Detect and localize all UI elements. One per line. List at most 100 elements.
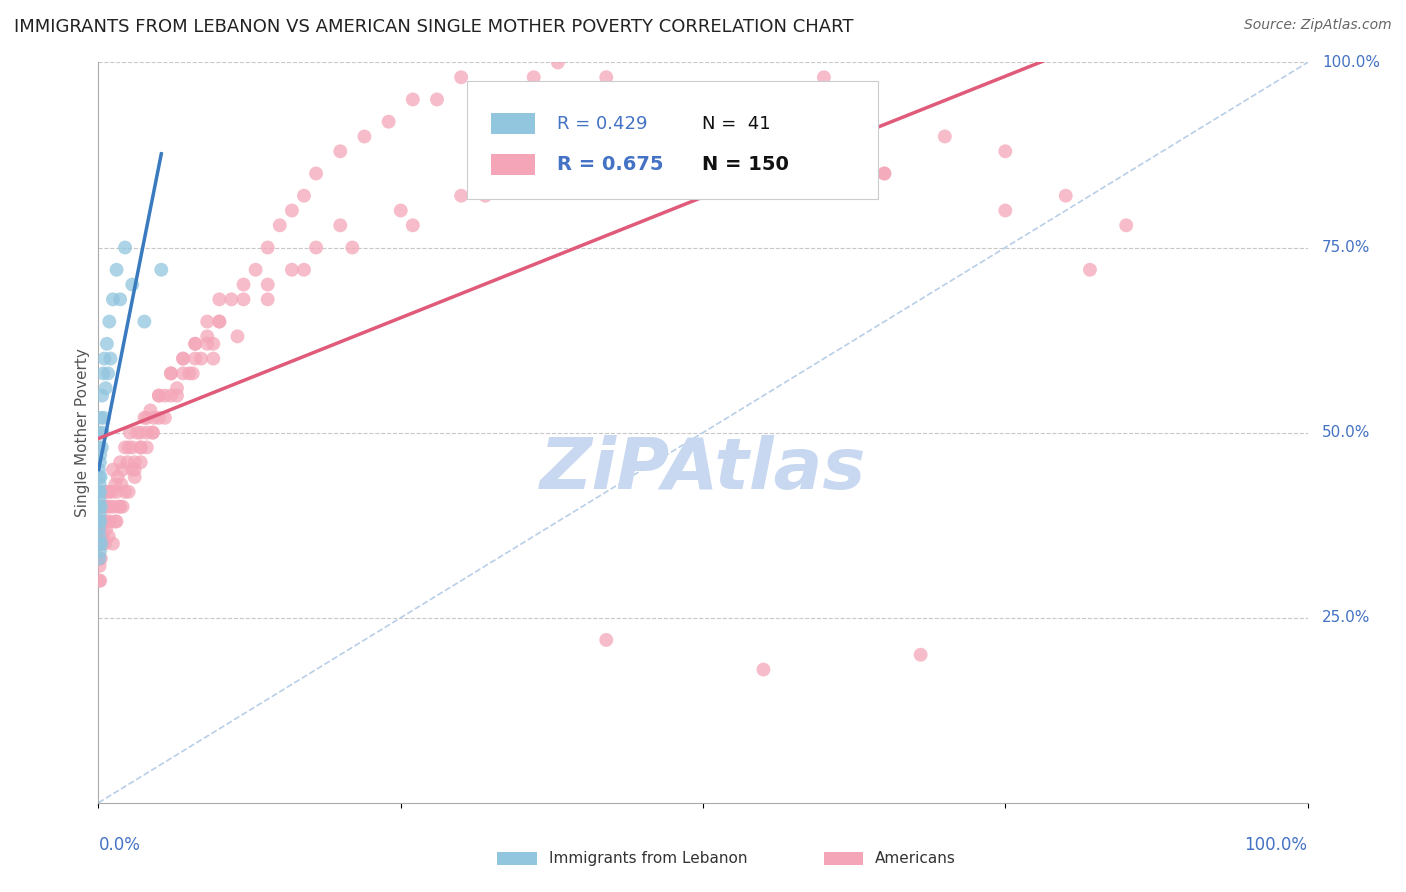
Point — [90, 500, 112, 514]
Point — [96, 484, 118, 499]
Point — [134, 410, 156, 425]
Text: N =  41: N = 41 — [702, 114, 770, 133]
FancyBboxPatch shape — [467, 81, 879, 200]
Point — [96, 522, 118, 536]
Point — [93, 484, 115, 499]
Point — [202, 336, 225, 351]
Point — [87, 500, 110, 514]
Point — [813, 70, 835, 85]
Text: 25.0%: 25.0% — [1322, 610, 1371, 625]
Point — [166, 381, 188, 395]
Point — [87, 536, 110, 550]
Point — [202, 351, 225, 366]
Point — [90, 470, 112, 484]
Point — [105, 515, 128, 529]
Point — [91, 500, 114, 514]
Point — [90, 522, 112, 536]
Point — [292, 262, 315, 277]
Point — [93, 515, 115, 529]
Point — [108, 500, 131, 514]
Point — [232, 277, 254, 292]
Point — [114, 240, 136, 255]
Point — [134, 314, 156, 328]
Point — [208, 314, 231, 328]
Text: 50.0%: 50.0% — [1322, 425, 1371, 440]
Point — [105, 484, 128, 499]
Point — [96, 336, 118, 351]
Bar — [824, 852, 863, 865]
Point — [87, 441, 110, 455]
Point — [342, 240, 364, 255]
Point — [813, 145, 835, 159]
Point — [474, 92, 496, 106]
Point — [89, 522, 111, 536]
Point — [595, 70, 617, 85]
Point — [692, 114, 714, 128]
Text: Immigrants from Lebanon: Immigrants from Lebanon — [548, 851, 747, 866]
Point — [994, 145, 1017, 159]
Point — [160, 367, 183, 381]
Point — [118, 484, 141, 499]
Point — [668, 145, 690, 159]
Bar — [498, 852, 537, 865]
Point — [329, 219, 352, 233]
Point — [873, 166, 896, 180]
Point — [281, 262, 304, 277]
Point — [450, 70, 472, 85]
Point — [269, 219, 291, 233]
Point — [329, 145, 352, 159]
Text: Source: ZipAtlas.com: Source: ZipAtlas.com — [1244, 18, 1392, 32]
Point — [142, 425, 165, 440]
Point — [129, 441, 152, 455]
Point — [89, 515, 111, 529]
Point — [110, 477, 132, 491]
Point — [765, 129, 787, 144]
Point — [256, 240, 278, 255]
Point — [89, 507, 111, 521]
Point — [305, 240, 328, 255]
Point — [631, 166, 654, 180]
Point — [90, 551, 112, 566]
Text: 0.0%: 0.0% — [98, 836, 141, 855]
Point — [256, 293, 278, 307]
Point — [389, 203, 412, 218]
Point — [498, 114, 520, 128]
Point — [752, 663, 775, 677]
Point — [153, 410, 176, 425]
Point — [89, 425, 111, 440]
Point — [91, 425, 114, 440]
Point — [94, 536, 117, 550]
Point — [142, 425, 165, 440]
Point — [426, 92, 449, 106]
Point — [89, 558, 111, 573]
Point — [232, 293, 254, 307]
Point — [100, 484, 122, 499]
Point — [1078, 262, 1101, 277]
Point — [100, 500, 122, 514]
Point — [148, 388, 170, 402]
Point — [90, 515, 112, 529]
Point — [129, 425, 152, 440]
Point — [547, 55, 569, 70]
Point — [89, 484, 111, 499]
Point — [195, 314, 218, 328]
Point — [121, 462, 143, 476]
Point — [89, 544, 111, 558]
Point — [91, 515, 114, 529]
Point — [474, 188, 496, 202]
Point — [571, 92, 593, 106]
Point — [195, 336, 218, 351]
Point — [402, 92, 425, 106]
Point — [377, 114, 399, 128]
Point — [118, 441, 141, 455]
Text: 75.0%: 75.0% — [1322, 240, 1371, 255]
Point — [571, 145, 593, 159]
Point — [184, 336, 207, 351]
Y-axis label: Single Mother Poverty: Single Mother Poverty — [75, 348, 90, 517]
Point — [292, 188, 315, 202]
Point — [90, 536, 112, 550]
Point — [143, 410, 166, 425]
Point — [101, 462, 124, 476]
Point — [87, 515, 110, 529]
Point — [87, 462, 110, 476]
